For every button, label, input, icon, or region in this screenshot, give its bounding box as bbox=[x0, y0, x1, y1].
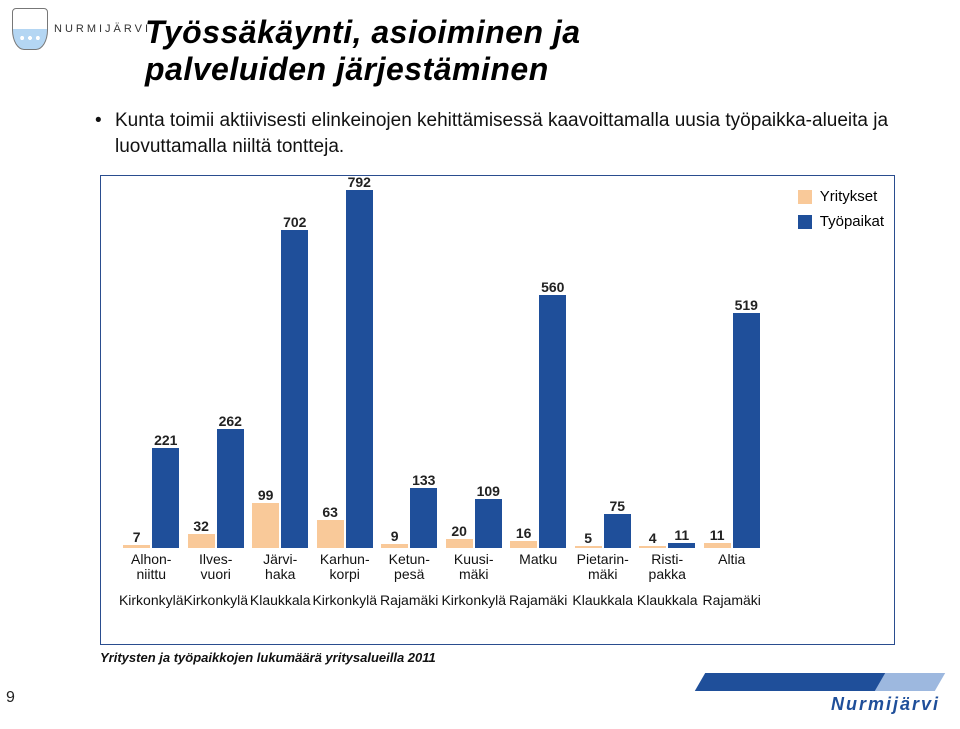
bar-group: 99702Järvi-hakaKlaukkala bbox=[250, 186, 311, 548]
bar-tyopaikat: 560 bbox=[539, 295, 566, 548]
bar-group: 63792Karhun-korpiKirkonkylä bbox=[314, 186, 375, 548]
bar-group: 32262Ilves-vuoriKirkonkylä bbox=[185, 186, 246, 548]
bar-yritykset: 20 bbox=[446, 539, 473, 548]
plot-area: 7221Alhon-niittuKirkonkylä32262Ilves-vuo… bbox=[119, 186, 764, 548]
bar-value-tyopaikat: 560 bbox=[539, 279, 566, 295]
bar-tyopaikat: 702 bbox=[281, 230, 308, 548]
page-title: Työssäkäynti, asioiminen ja palveluiden … bbox=[145, 14, 920, 88]
crest-icon bbox=[12, 8, 48, 50]
bar-group: 411Risti-pakkaKlaukkala bbox=[637, 186, 698, 548]
bar-value-tyopaikat: 792 bbox=[346, 174, 373, 190]
page-number: 9 bbox=[6, 689, 15, 707]
bar-group: 11519AltiaRajamäki bbox=[701, 186, 762, 548]
bullet-text: Kunta toimii aktiivisesti elinkeinojen k… bbox=[115, 108, 900, 159]
bar-value-tyopaikat: 221 bbox=[152, 432, 179, 448]
logo: NURMIJÄRVI bbox=[12, 8, 151, 50]
bar-tyopaikat: 792 bbox=[346, 190, 373, 548]
bar-tyopaikat: 109 bbox=[475, 499, 502, 548]
bar-tyopaikat: 75 bbox=[604, 514, 631, 548]
bar-value-yritykset: 5 bbox=[575, 530, 602, 546]
footer-brand: Nurmijärvi bbox=[831, 694, 940, 715]
bar-value-tyopaikat: 262 bbox=[217, 413, 244, 429]
bar-tyopaikat: 133 bbox=[410, 488, 437, 548]
bar-value-tyopaikat: 109 bbox=[475, 483, 502, 499]
bar-tyopaikat: 262 bbox=[217, 429, 244, 548]
bar-group: 16560MatkuRajamäki bbox=[508, 186, 569, 548]
bar-yritykset: 16 bbox=[510, 541, 537, 548]
logo-text: NURMIJÄRVI bbox=[54, 23, 151, 35]
slide: NURMIJÄRVI Työssäkäynti, asioiminen ja p… bbox=[0, 0, 960, 729]
bar-value-yritykset: 16 bbox=[510, 525, 537, 541]
bar-value-tyopaikat: 519 bbox=[733, 297, 760, 313]
bar-group: 575Pietarin-mäkiKlaukkala bbox=[572, 186, 633, 548]
bar-value-tyopaikat: 11 bbox=[668, 527, 695, 543]
bar-value-yritykset: 7 bbox=[123, 529, 150, 545]
footer-stripe bbox=[680, 673, 940, 691]
bar-tyopaikat: 519 bbox=[733, 313, 760, 548]
heading-line-1: Työssäkäynti, asioiminen ja bbox=[145, 14, 581, 50]
bar-value-tyopaikat: 702 bbox=[281, 214, 308, 230]
bar-value-yritykset: 20 bbox=[446, 523, 473, 539]
bar-group: 9133Ketun-pesäRajamäki bbox=[379, 186, 440, 548]
legend-item-yritykset: Yritykset bbox=[798, 188, 884, 205]
legend-swatch-tyopaikat bbox=[798, 215, 812, 229]
bar-value-yritykset: 32 bbox=[188, 518, 215, 534]
chart: Yritykset Työpaikat 7221Alhon-niittuKirk… bbox=[100, 175, 895, 645]
bar-value-tyopaikat: 133 bbox=[410, 472, 437, 488]
legend-item-tyopaikat: Työpaikat bbox=[798, 213, 884, 230]
legend-label-yritykset: Yritykset bbox=[820, 188, 878, 205]
bar-group: 20109Kuusi-mäkiKirkonkylä bbox=[443, 186, 504, 548]
bar-tyopaikat: 221 bbox=[152, 448, 179, 548]
bar-value-yritykset: 11 bbox=[704, 527, 731, 543]
chart-caption: Yritysten ja työpaikkojen lukumäärä yrit… bbox=[100, 650, 436, 665]
bar-yritykset: 63 bbox=[317, 520, 344, 549]
bar-value-yritykset: 99 bbox=[252, 487, 279, 503]
bar-value-tyopaikat: 75 bbox=[604, 498, 631, 514]
bar-group: 7221Alhon-niittuKirkonkylä bbox=[121, 186, 182, 548]
bar-yritykset: 99 bbox=[252, 503, 279, 548]
bar-value-yritykset: 9 bbox=[381, 528, 408, 544]
category-sublabel: Rajamäki bbox=[692, 548, 771, 608]
bar-value-yritykset: 4 bbox=[639, 530, 666, 546]
legend-swatch-yritykset bbox=[798, 190, 812, 204]
bar-value-yritykset: 63 bbox=[317, 504, 344, 520]
heading-line-2: palveluiden järjestäminen bbox=[145, 51, 549, 87]
legend-label-tyopaikat: Työpaikat bbox=[820, 213, 884, 230]
bar-yritykset: 32 bbox=[188, 534, 215, 548]
legend: Yritykset Työpaikat bbox=[798, 188, 884, 238]
